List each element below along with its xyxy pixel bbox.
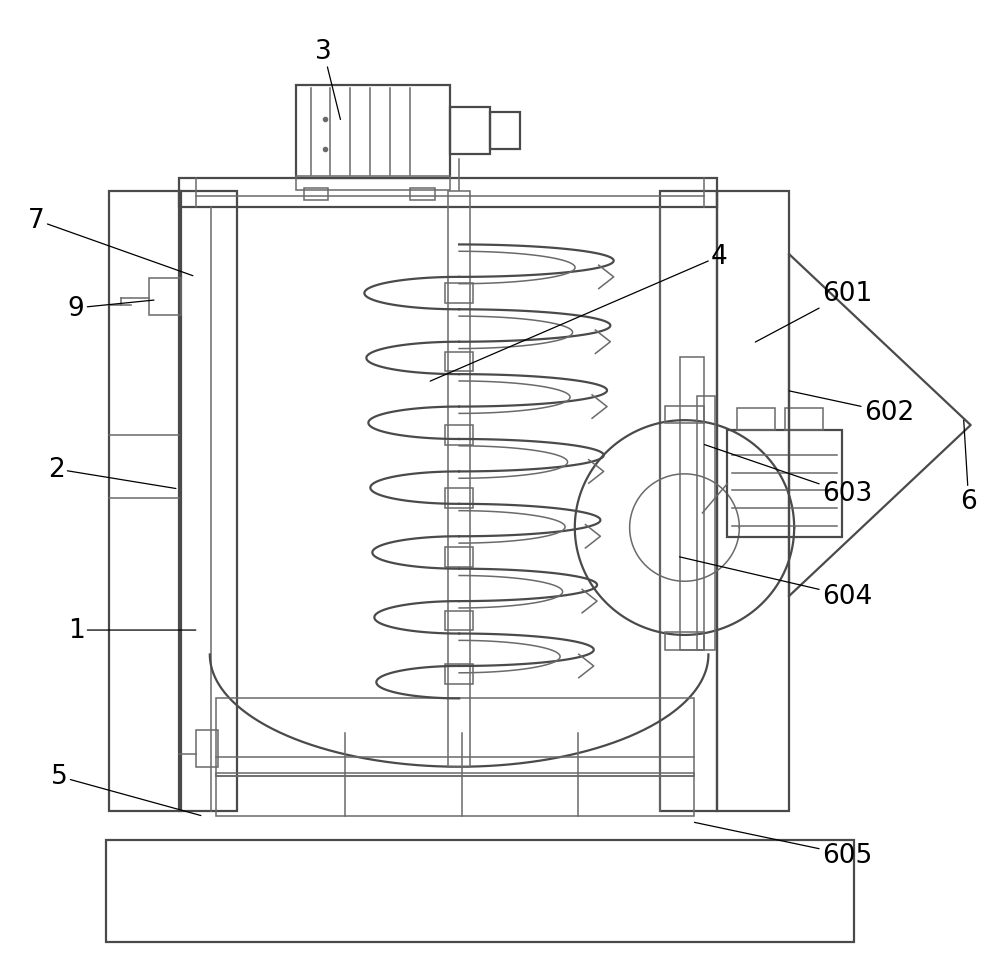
Bar [304,189,328,200]
Bar [296,177,450,191]
Text: 3: 3 [315,39,340,120]
Bar [727,430,842,538]
Text: 5: 5 [51,764,201,816]
Bar [216,698,694,777]
Bar [410,189,435,200]
Bar [445,285,473,304]
Bar [665,406,704,423]
Bar [660,192,717,811]
Text: 602: 602 [789,391,914,426]
Text: 1: 1 [68,617,196,644]
Bar [216,773,694,816]
Text: 7: 7 [28,208,193,277]
Bar [448,192,470,767]
Bar [179,179,717,208]
Bar [737,409,775,430]
Bar [109,192,181,811]
Bar [445,611,473,631]
Bar [179,192,237,811]
Text: 2: 2 [48,457,176,489]
Bar [785,409,823,430]
Bar [490,112,520,150]
Text: 605: 605 [694,822,872,867]
Bar [196,730,218,767]
Text: 4: 4 [430,244,728,381]
Bar [445,425,473,445]
Bar [697,396,715,650]
Text: 9: 9 [68,295,154,322]
Text: 601: 601 [755,281,872,342]
Text: 604: 604 [680,557,872,609]
Bar [450,108,490,155]
Bar [296,86,450,179]
Bar [106,840,854,943]
Bar [445,352,473,372]
Text: 603: 603 [704,445,872,507]
Bar [665,633,704,650]
Bar [717,192,789,811]
Text: 6: 6 [960,421,977,514]
Bar [445,548,473,567]
Bar [445,489,473,509]
Bar [680,357,704,650]
Bar [445,664,473,684]
Bar [149,279,181,316]
